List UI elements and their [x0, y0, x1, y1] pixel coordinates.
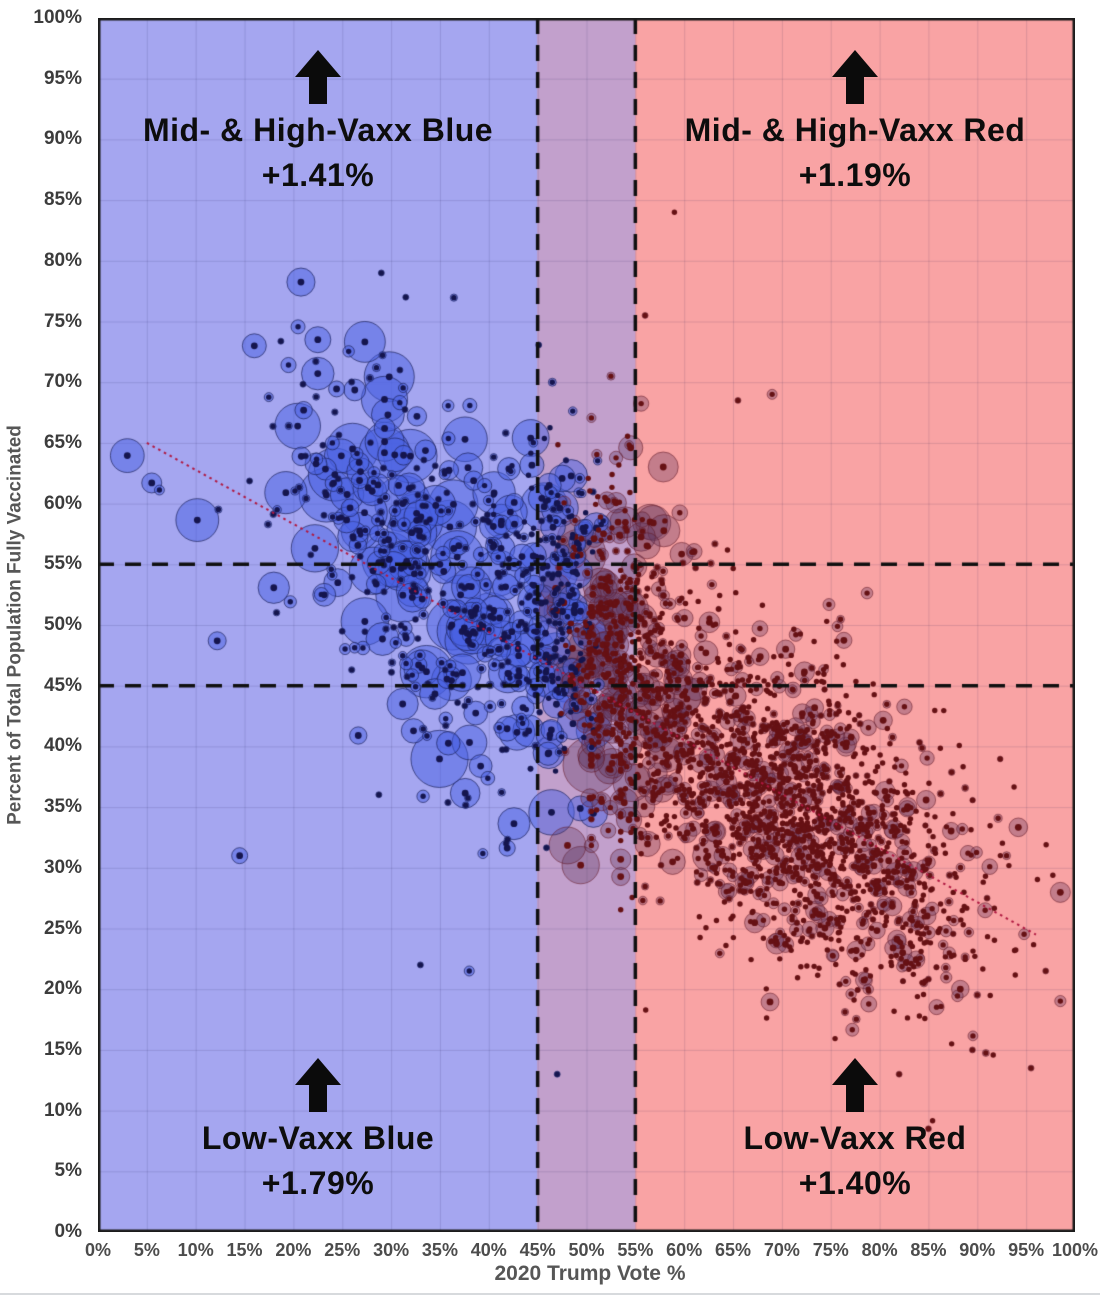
- y-tick-label: 55%: [43, 553, 82, 575]
- x-tick-label: 45%: [519, 1240, 556, 1260]
- y-tick-label: 95%: [43, 67, 82, 89]
- y-tick-label: 30%: [43, 856, 82, 878]
- y-tick-label: 70%: [43, 371, 82, 393]
- x-tick-label: 40%: [470, 1240, 507, 1260]
- y-axis-title: Percent of Total Population Fully Vaccin…: [4, 425, 26, 825]
- x-tick-label: 70%: [763, 1240, 800, 1260]
- y-tick-label: 75%: [43, 310, 82, 332]
- x-tick-label: 30%: [373, 1240, 410, 1260]
- y-tick-label: 90%: [43, 128, 82, 150]
- y-tick-label: 100%: [33, 7, 82, 28]
- x-tick-label: 90%: [959, 1240, 996, 1260]
- x-tick-label: 25%: [324, 1240, 361, 1260]
- y-tick-label: 15%: [43, 1038, 82, 1060]
- page-divider: [0, 1293, 1100, 1295]
- x-tick-label: 50%: [568, 1240, 605, 1260]
- x-axis-title: 2020 Trump Vote %: [494, 1262, 686, 1285]
- y-tick-label: 45%: [43, 674, 82, 696]
- x-tick-label: 15%: [226, 1240, 263, 1260]
- x-tick-label: 55%: [617, 1240, 654, 1260]
- y-tick-label: 60%: [43, 492, 82, 514]
- x-tick-label: 5%: [133, 1240, 160, 1260]
- x-tick-label: 75%: [812, 1240, 849, 1260]
- y-tick-label: 5%: [54, 1160, 82, 1182]
- x-tick-label: 35%: [421, 1240, 458, 1260]
- y-tick-label: 65%: [43, 431, 82, 453]
- x-tick-label: 0%: [84, 1240, 111, 1260]
- x-tick-label: 65%: [715, 1240, 752, 1260]
- scatter-plot-canvas: [98, 18, 1075, 1232]
- y-tick-label: 35%: [43, 796, 82, 818]
- x-tick-label: 85%: [910, 1240, 947, 1260]
- y-tick-label: 80%: [43, 249, 82, 271]
- x-tick-label: 100%: [1051, 1240, 1099, 1260]
- y-tick-label: 85%: [43, 189, 82, 211]
- x-tick-label: 10%: [177, 1240, 214, 1260]
- y-tick-label: 0%: [54, 1221, 82, 1242]
- y-tick-label: 40%: [43, 735, 82, 757]
- x-tick-label: 60%: [666, 1240, 703, 1260]
- plot-area: [98, 18, 1075, 1232]
- y-tick-label: 10%: [43, 1099, 82, 1121]
- x-tick-label: 95%: [1008, 1240, 1045, 1260]
- y-tick-label: 25%: [43, 917, 82, 939]
- y-tick-label: 50%: [43, 614, 82, 635]
- x-tick-label: 20%: [275, 1240, 312, 1260]
- x-tick-label: 80%: [861, 1240, 898, 1260]
- y-tick-label: 20%: [43, 978, 82, 1000]
